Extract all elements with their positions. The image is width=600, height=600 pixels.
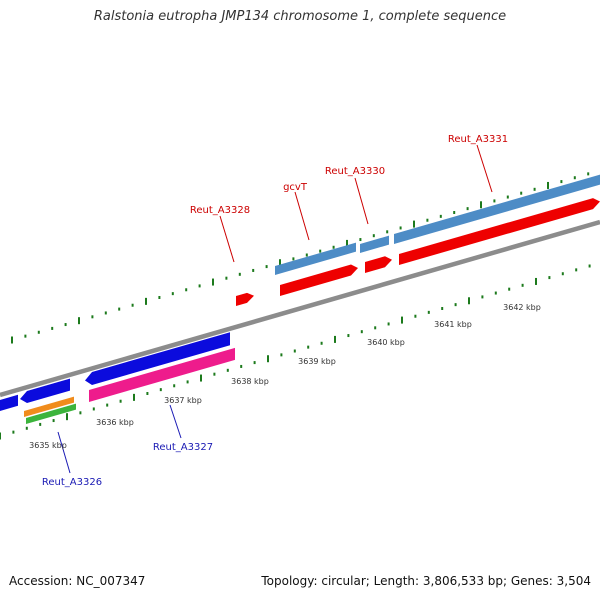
gene-feature-reut-a3327[interactable] bbox=[85, 332, 230, 385]
cds-feature-reut-a3331[interactable] bbox=[399, 198, 600, 265]
forward-gene-track bbox=[275, 174, 600, 275]
kbp-label: 3635 kbp bbox=[29, 441, 67, 450]
gene-label-reut-a3331[interactable]: Reut_A3331 bbox=[448, 134, 508, 145]
reverse-cds-track bbox=[24, 347, 235, 424]
gene-label-reut-a3326[interactable]: Reut_A3326 bbox=[42, 477, 102, 488]
kbp-label: 3642 kbp bbox=[503, 303, 541, 312]
kbp-scale-labels: 3635 kbp 3636 kbp 3637 kbp 3638 kbp 3639… bbox=[29, 303, 541, 450]
accession-text: Accession: NC_007347 bbox=[9, 574, 146, 588]
gene-feature-reut-a3331[interactable] bbox=[394, 174, 600, 244]
cds-feature-reut-a3330[interactable] bbox=[365, 256, 392, 273]
orange-feature-reut-a3326[interactable] bbox=[24, 396, 74, 417]
reverse-gene-track bbox=[0, 332, 230, 411]
gene-feature-reut-a3330[interactable] bbox=[360, 235, 389, 253]
gene-label-gcvT[interactable]: gcvT bbox=[283, 182, 308, 193]
gene-feature-reut-a3325[interactable] bbox=[0, 394, 18, 411]
chromosome-backbone bbox=[0, 219, 600, 398]
forward-cds-track bbox=[236, 198, 600, 306]
cds-feature-reut-a3327[interactable] bbox=[89, 347, 235, 402]
map-title: Ralstonia eutropha JMP134 chromosome 1, … bbox=[93, 9, 507, 24]
leader-line-reut-a3327 bbox=[169, 404, 182, 439]
gene-label-reut-a3330[interactable]: Reut_A3330 bbox=[325, 166, 385, 177]
kbp-label: 3636 kbp bbox=[96, 418, 134, 427]
cds-feature-gcvT[interactable] bbox=[280, 264, 358, 296]
cds-feature-reut-a3328[interactable] bbox=[236, 292, 254, 306]
gene-labels: Reut_A3331 Reut_A3330 gcvT Reut_A3328 Re… bbox=[42, 134, 508, 488]
green-feature-reut-a3326[interactable] bbox=[26, 403, 76, 424]
label-leader-lines bbox=[57, 144, 493, 474]
gene-label-reut-a3328[interactable]: Reut_A3328 bbox=[190, 205, 250, 216]
gene-feature-gcvT[interactable] bbox=[275, 242, 356, 275]
kbp-label: 3638 kbp bbox=[231, 377, 269, 386]
leader-line-gcvT bbox=[294, 191, 310, 241]
leader-line-reut-a3331 bbox=[476, 144, 493, 193]
leader-line-reut-a3330 bbox=[354, 177, 369, 225]
genome-summary-text: Topology: circular; Length: 3,806,533 bp… bbox=[261, 574, 591, 588]
outer-tick-track bbox=[11, 172, 590, 344]
kbp-label: 3640 kbp bbox=[367, 338, 405, 347]
inner-tick-track bbox=[0, 264, 591, 440]
leader-line-reut-a3326 bbox=[57, 431, 71, 474]
gene-feature-reut-a3326[interactable] bbox=[20, 378, 70, 403]
kbp-label: 3639 kbp bbox=[298, 357, 336, 366]
leader-line-reut-a3328 bbox=[219, 215, 235, 263]
kbp-label: 3637 kbp bbox=[164, 396, 202, 405]
kbp-label: 3641 kbp bbox=[434, 320, 472, 329]
gene-label-reut-a3327[interactable]: Reut_A3327 bbox=[153, 442, 213, 453]
